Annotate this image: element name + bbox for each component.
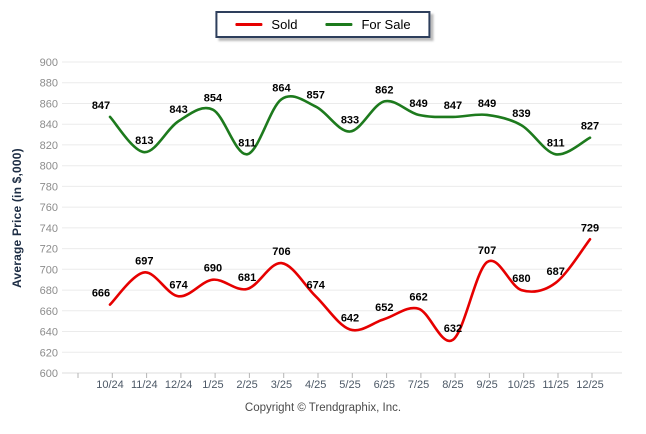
y-tick-label: 720	[40, 244, 58, 256]
series-line-for-sale	[108, 95, 592, 156]
y-tick-label: 680	[40, 285, 58, 297]
data-label: 864	[272, 82, 291, 94]
data-label: 687	[547, 266, 565, 278]
x-tick-label: 2/25	[236, 379, 257, 391]
data-label: 811	[547, 137, 565, 149]
data-label: 729	[581, 222, 599, 234]
x-tick-label: 8/25	[442, 379, 463, 391]
x-tick-label: 12/24	[165, 379, 193, 391]
data-label: 849	[478, 98, 496, 110]
y-tick-label: 740	[40, 223, 58, 235]
data-label: 707	[478, 245, 496, 257]
y-tick-label: 600	[40, 368, 58, 380]
y-tick-label: 660	[40, 306, 58, 318]
y-tick-label: 900	[40, 57, 58, 69]
data-label: 843	[169, 104, 187, 116]
data-label: 690	[204, 263, 222, 275]
data-label: 681	[238, 272, 256, 284]
series-line-sold	[108, 238, 592, 343]
legend: Sold For Sale	[215, 11, 431, 38]
legend-label-for-sale: For Sale	[361, 17, 411, 32]
x-tick-label: 10/24	[96, 379, 124, 391]
legend-item-for-sale: For Sale	[325, 17, 411, 32]
data-label: 813	[135, 135, 153, 147]
y-tick-label: 840	[40, 119, 58, 131]
x-tick-label: 12/25	[576, 379, 604, 391]
y-tick-label: 800	[40, 161, 58, 173]
data-label: 849	[409, 98, 427, 110]
data-label: 652	[375, 302, 393, 314]
x-tick-label: 3/25	[271, 379, 292, 391]
x-tick-label: 4/25	[305, 379, 326, 391]
data-label: 862	[375, 84, 393, 96]
x-tick-label: 5/25	[339, 379, 360, 391]
x-tick-label: 9/25	[476, 379, 497, 391]
data-label: 839	[512, 108, 530, 120]
y-tick-label: 620	[40, 347, 58, 359]
x-tick-label: 1/25	[202, 379, 223, 391]
data-label: 662	[409, 292, 427, 304]
data-label: 680	[512, 273, 530, 285]
sold-line-swatch	[235, 23, 263, 26]
x-tick-label: 6/25	[374, 379, 395, 391]
y-tick-label: 880	[40, 78, 58, 90]
data-label: 847	[444, 100, 462, 112]
x-tick-label: 11/25	[542, 379, 569, 391]
data-label: 632	[444, 323, 462, 335]
y-tick-label: 640	[40, 327, 58, 339]
x-tick-label: 11/24	[131, 379, 158, 391]
x-tick-label: 10/25	[508, 379, 536, 391]
y-tick-label: 700	[40, 264, 58, 276]
legend-label-sold: Sold	[271, 17, 298, 32]
y-tick-label: 820	[40, 140, 58, 152]
data-label: 833	[341, 115, 359, 127]
legend-item-sold: Sold	[235, 17, 297, 32]
data-label: 847	[92, 100, 110, 112]
data-label: 706	[272, 246, 290, 258]
data-label: 827	[581, 121, 599, 133]
data-label: 854	[204, 93, 223, 105]
data-label: 666	[92, 288, 110, 300]
data-label: 674	[307, 279, 326, 291]
line-chart: 600 620 640 660 680 700 720 740 760 780 800 820 840 8…	[40, 57, 622, 391]
y-tick-label: 780	[40, 181, 58, 193]
for-sale-line-swatch	[325, 23, 353, 26]
data-label: 697	[135, 255, 153, 267]
data-label: 642	[341, 313, 359, 325]
copyright-text: Copyright © Trendgraphix, Inc.	[244, 402, 402, 414]
y-tick-label: 760	[40, 202, 58, 214]
x-tick-label: 7/25	[408, 379, 429, 391]
y-tick-label: 860	[40, 99, 58, 111]
data-label: 674	[169, 279, 188, 291]
data-label: 857	[307, 90, 325, 102]
data-label: 811	[238, 137, 256, 149]
